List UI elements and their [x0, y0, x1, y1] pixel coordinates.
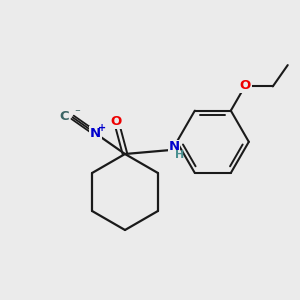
Text: +: + — [98, 123, 106, 134]
Text: ⁻: ⁻ — [75, 108, 80, 118]
Text: N: N — [168, 140, 179, 153]
Text: O: O — [239, 79, 250, 92]
Text: C: C — [59, 110, 69, 123]
Text: H: H — [175, 150, 184, 160]
Text: O: O — [111, 115, 122, 128]
Text: N: N — [90, 127, 101, 140]
